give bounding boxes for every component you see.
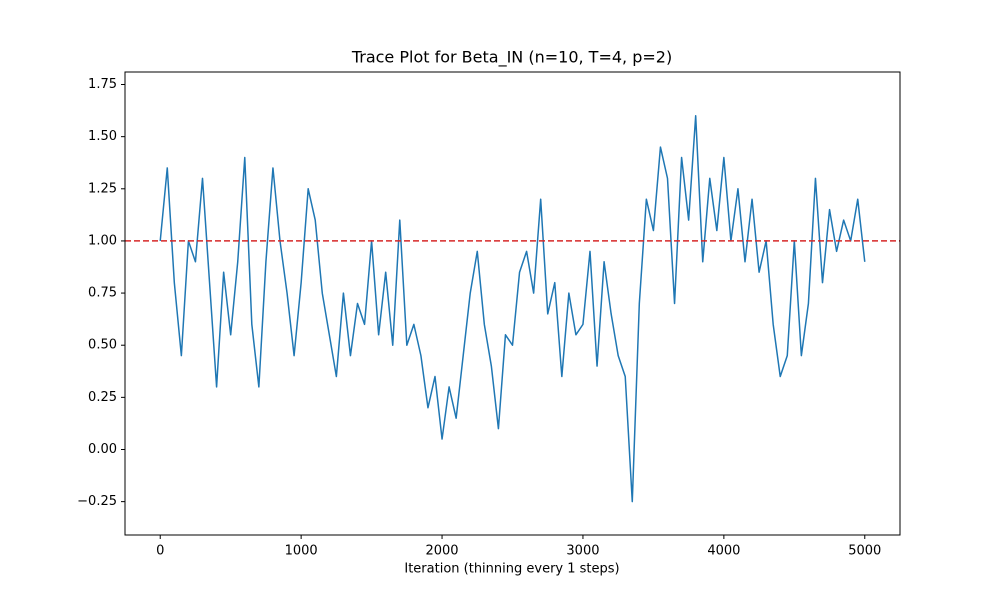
plot-frame xyxy=(124,71,901,536)
y-tick-label: 0.50 xyxy=(88,338,117,353)
y-tick-label: 1.75 xyxy=(88,77,117,92)
x-tick-label: 4000 xyxy=(707,544,740,559)
y-tick-label: 1.25 xyxy=(88,181,117,196)
y-tick-label: 0.25 xyxy=(88,390,117,405)
x-tick-label: 2000 xyxy=(425,544,458,559)
y-tick-label: 0.00 xyxy=(88,442,117,457)
y-tick-label: −0.25 xyxy=(77,494,117,509)
y-tick-label: 1.50 xyxy=(88,129,117,144)
x-tick-label: 3000 xyxy=(566,544,599,559)
y-tick-label: 1.00 xyxy=(88,233,117,248)
trace-line xyxy=(159,115,866,503)
chart-title: Trace Plot for Beta_IN (n=10, T=4, p=2) xyxy=(351,48,672,68)
x-tick-label: 1000 xyxy=(285,544,318,559)
x-axis-label: Iteration (thinning every 1 steps) xyxy=(404,562,619,577)
x-tick-label: 5000 xyxy=(848,544,881,559)
x-tick-label: 0 xyxy=(156,544,164,559)
y-tick-label: 0.75 xyxy=(88,286,117,301)
